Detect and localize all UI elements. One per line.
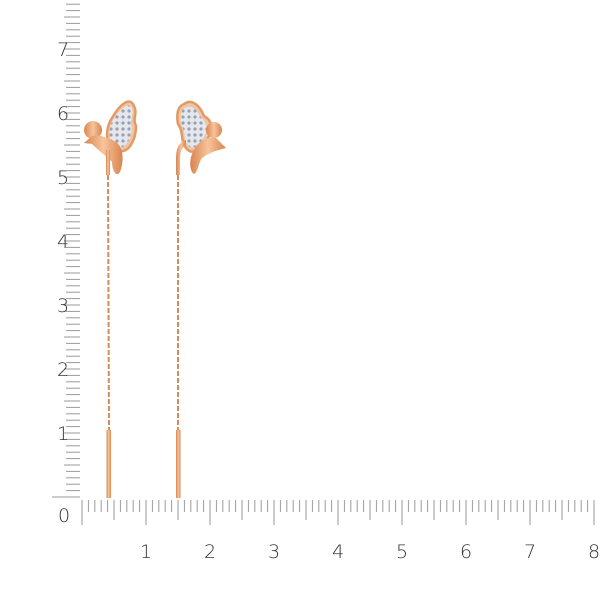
horizontal-ruler (81, 500, 595, 525)
horizontal-ruler-label: 2 (204, 541, 216, 563)
vertical-ruler (52, 3, 80, 498)
vertical-ruler-label: 4 (57, 231, 69, 253)
vertical-ruler-label: 6 (57, 103, 69, 125)
horizontal-ruler-label: 7 (524, 541, 536, 563)
horizontal-ruler-label: 3 (268, 541, 280, 563)
vertical-ruler-label: 1 (57, 423, 69, 445)
vertical-ruler-label: 5 (57, 167, 69, 189)
horizontal-ruler-label: 6 (460, 541, 472, 563)
ruler-origin-label: 0 (58, 505, 70, 527)
right-earring (176, 100, 226, 498)
horizontal-ruler-label: 8 (588, 541, 600, 563)
horizontal-ruler-label: 1 (140, 541, 152, 563)
vertical-ruler-label: 3 (57, 295, 69, 317)
vertical-ruler-label: 2 (57, 359, 69, 381)
vertical-ruler-label: 7 (57, 39, 69, 61)
horizontal-ruler-label: 5 (396, 541, 408, 563)
left-earring (84, 100, 138, 498)
horizontal-ruler-label: 4 (332, 541, 344, 563)
